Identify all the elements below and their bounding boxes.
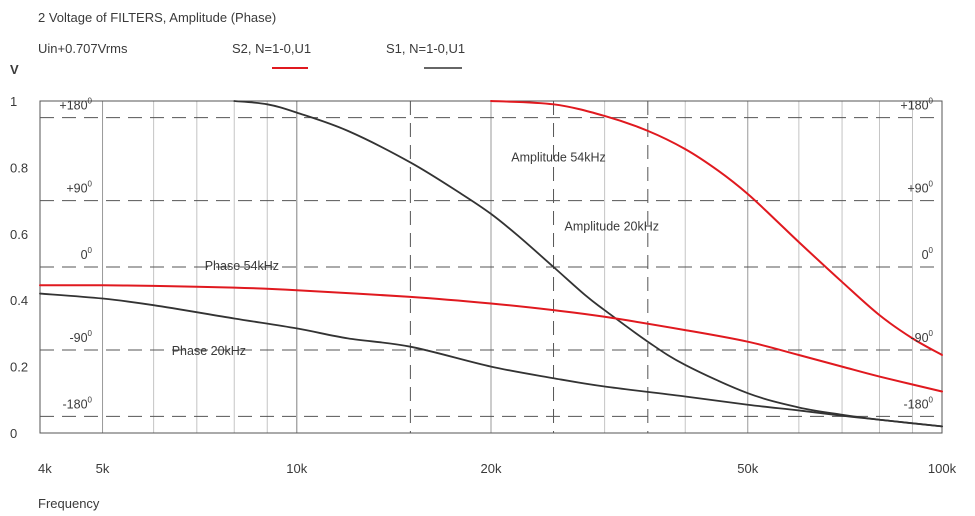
phase-label-exponent: 0: [929, 395, 934, 404]
annotation-label: Amplitude 20kHz: [565, 220, 660, 234]
phase-label-exponent: 0: [929, 180, 934, 189]
y-tick-label: 0.8: [10, 160, 28, 175]
chart-subtitle: Uin+0.707Vrms: [38, 41, 128, 56]
phase-label-right: +900: [907, 180, 933, 196]
legend: S2, N=1-0,U1 S1, N=1-0,U1: [232, 41, 465, 69]
y-tick-label: 0.6: [10, 227, 28, 242]
x-axis-label: Frequency: [38, 496, 100, 511]
phase-label-right: -900: [910, 329, 933, 345]
phase-label-exponent: 0: [929, 246, 934, 255]
legend-label-s1: S1, N=1-0,U1: [386, 41, 465, 56]
phase-label-base: +180: [59, 99, 87, 113]
x-tick-label: 100k: [928, 461, 957, 476]
phase-label-exponent: 0: [88, 180, 93, 189]
y-tick-label: 1: [10, 94, 17, 109]
x-tick-label: 20k: [481, 461, 502, 476]
phase-label-left: +900: [66, 180, 92, 196]
annotation-label: Phase 54kHz: [205, 259, 279, 273]
series-line-amplitude-54khz: [490, 100, 943, 356]
series-layer: [39, 100, 943, 428]
phase-label-base: +180: [900, 99, 928, 113]
phase-label-base: -180: [904, 397, 929, 411]
phase-label-exponent: 0: [88, 97, 93, 106]
phase-label-base: +90: [66, 182, 87, 196]
y-tick-label: 0: [10, 426, 17, 441]
tick-labels: 4k 5k 10k 20k 50k 100k 0 0.2 0.4 0.6 0.8 1: [10, 94, 957, 476]
y-tick-label: 0.2: [10, 360, 28, 375]
phase-label-exponent: 0: [88, 395, 93, 404]
phase-label-exponent: 0: [929, 97, 934, 106]
phase-label-left: 00: [81, 246, 93, 262]
annotation-label: Phase 20kHz: [172, 344, 246, 358]
phase-label-base: -180: [63, 397, 88, 411]
series-line-phase-54khz: [39, 284, 943, 393]
y-axis-label: V: [10, 62, 19, 77]
phase-label-exponent: 0: [88, 329, 93, 338]
phase-label-base: +90: [907, 182, 928, 196]
phase-label-base: 0: [81, 248, 88, 262]
phase-label-left: -900: [69, 329, 92, 345]
phase-label-base: 0: [922, 248, 929, 262]
phase-label-left: -1800: [63, 395, 93, 411]
phase-label-base: -90: [69, 331, 87, 345]
x-tick-label: 5k: [96, 461, 110, 476]
chart-title: 2 Voltage of FILTERS, Amplitude (Phase): [38, 10, 276, 25]
series-line-amplitude-20khz: [233, 100, 943, 428]
x-tick-label: 4k: [38, 461, 52, 476]
phase-label-exponent: 0: [929, 329, 934, 338]
phase-label-right: 00: [922, 246, 934, 262]
phase-label-right: +1800: [900, 97, 933, 113]
phase-label-base: -90: [910, 331, 928, 345]
annotations: Amplitude 54kHz Amplitude 20kHz Phase 54kH…: [172, 150, 659, 358]
legend-label-s2: S2, N=1-0,U1: [232, 41, 311, 56]
x-tick-label: 10k: [286, 461, 307, 476]
series-line-phase-20khz: [39, 292, 943, 428]
phase-gridlines: [40, 117, 942, 417]
phase-label-left: +1800: [59, 97, 92, 113]
phase-label-exponent: 0: [88, 246, 93, 255]
y-tick-label: 0.4: [10, 293, 28, 308]
phase-label-right: -1800: [904, 395, 934, 411]
x-tick-label: 50k: [737, 461, 758, 476]
annotation-label: Amplitude 54kHz: [511, 150, 606, 164]
